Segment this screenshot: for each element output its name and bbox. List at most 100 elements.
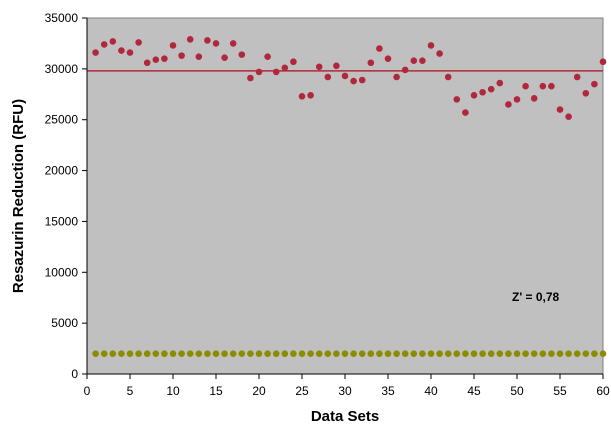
data-point-positive xyxy=(427,42,435,49)
data-point-negative xyxy=(548,350,555,357)
data-point-negative xyxy=(169,350,177,357)
data-point-negative xyxy=(470,350,478,357)
data-point-positive xyxy=(118,47,125,54)
data-point-positive xyxy=(143,59,151,67)
data-point-negative xyxy=(238,350,246,357)
data-point-positive xyxy=(212,40,220,47)
data-point-positive xyxy=(298,93,306,100)
data-point-positive xyxy=(169,42,177,49)
data-point-negative xyxy=(573,350,581,357)
data-point-positive xyxy=(229,40,237,47)
data-point-positive xyxy=(453,96,461,103)
data-point-negative xyxy=(307,350,314,357)
data-point-positive xyxy=(573,73,581,81)
y-tick-label: 0 xyxy=(71,367,78,381)
data-point-negative xyxy=(229,350,237,357)
z-prime-annotation: Z' = 0,78 xyxy=(512,290,560,304)
x-tick-label: 0 xyxy=(84,384,91,398)
data-point-positive xyxy=(238,51,246,58)
data-point-negative xyxy=(487,350,495,357)
data-point-negative xyxy=(333,350,340,357)
y-axis-title: Resazurin Reduction (RFU) xyxy=(10,99,27,293)
data-point-positive xyxy=(195,53,203,60)
data-point-positive xyxy=(487,85,495,93)
data-point-positive xyxy=(565,113,572,120)
data-point-positive xyxy=(135,39,142,46)
data-point-negative xyxy=(161,350,168,357)
data-point-positive xyxy=(333,62,340,70)
x-tick-label: 45 xyxy=(467,384,481,398)
data-point-positive xyxy=(109,38,117,45)
data-point-negative xyxy=(212,350,220,357)
x-tick-label: 20 xyxy=(252,384,266,398)
data-point-negative xyxy=(582,350,590,357)
data-point-negative xyxy=(152,350,160,357)
data-point-negative xyxy=(324,350,332,357)
x-tick-label: 30 xyxy=(338,384,352,398)
data-point-negative xyxy=(444,350,452,357)
data-point-positive xyxy=(599,58,607,66)
data-point-negative xyxy=(135,350,142,357)
data-point-positive xyxy=(393,73,400,81)
data-point-positive xyxy=(221,54,228,61)
data-point-positive xyxy=(204,37,211,44)
data-point-negative xyxy=(565,350,572,357)
data-point-positive xyxy=(358,76,366,84)
y-tick-label: 25000 xyxy=(45,113,79,127)
data-point-negative xyxy=(556,350,564,357)
data-point-negative xyxy=(505,350,512,357)
data-point-negative xyxy=(290,350,297,357)
data-point-positive xyxy=(255,68,263,76)
data-point-positive xyxy=(161,55,168,62)
data-point-positive xyxy=(548,82,555,90)
data-point-negative xyxy=(186,350,194,357)
data-point-negative xyxy=(367,350,375,357)
x-tick-label: 5 xyxy=(127,384,134,398)
data-point-positive xyxy=(264,53,271,60)
x-tick-label: 40 xyxy=(424,384,438,398)
data-point-negative xyxy=(401,350,409,357)
data-point-positive xyxy=(186,36,194,43)
data-point-negative xyxy=(221,350,228,357)
y-tick-label: 10000 xyxy=(45,265,79,279)
data-point-positive xyxy=(513,96,521,103)
data-point-positive xyxy=(315,63,323,71)
data-point-positive xyxy=(556,106,564,113)
y-tick-label: 20000 xyxy=(45,164,79,178)
data-point-positive xyxy=(92,49,99,56)
data-point-positive xyxy=(419,57,426,65)
data-point-positive xyxy=(376,45,383,52)
x-tick-label: 10 xyxy=(166,384,180,398)
y-tick-label: 5000 xyxy=(51,316,78,330)
data-point-negative xyxy=(393,350,400,357)
data-point-negative xyxy=(591,350,598,357)
data-point-negative xyxy=(539,350,547,357)
data-point-negative xyxy=(100,350,108,357)
data-point-positive xyxy=(582,89,590,97)
y-tick-label: 15000 xyxy=(45,214,79,228)
data-point-negative xyxy=(453,350,461,357)
data-point-positive xyxy=(522,82,529,90)
data-point-positive xyxy=(384,55,392,62)
data-point-positive xyxy=(350,77,357,85)
data-point-positive xyxy=(100,41,108,48)
y-tick-label: 35000 xyxy=(45,11,79,25)
data-point-positive xyxy=(126,49,134,56)
data-point-positive xyxy=(591,80,598,88)
data-point-negative xyxy=(436,350,443,357)
data-point-negative xyxy=(178,350,185,357)
data-point-negative xyxy=(264,350,271,357)
data-point-positive xyxy=(281,64,289,72)
data-point-positive xyxy=(290,58,297,66)
data-point-negative xyxy=(496,350,504,357)
data-point-positive xyxy=(247,74,254,82)
data-point-positive xyxy=(479,88,486,96)
data-point-negative xyxy=(513,350,521,357)
data-point-negative xyxy=(358,350,366,357)
data-point-negative xyxy=(109,350,117,357)
data-point-negative xyxy=(298,350,306,357)
data-point-negative xyxy=(255,350,263,357)
data-point-negative xyxy=(384,350,392,357)
data-point-positive xyxy=(436,50,443,57)
data-point-positive xyxy=(470,92,478,99)
